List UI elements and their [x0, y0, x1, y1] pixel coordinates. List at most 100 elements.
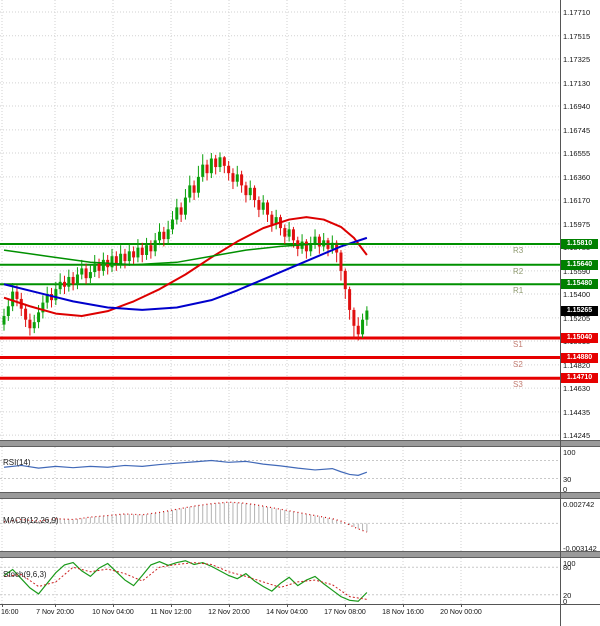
candle-down	[304, 241, 308, 252]
candle-up	[2, 316, 6, 325]
candle-up	[67, 276, 71, 287]
candle-down	[162, 231, 166, 240]
candle-down	[291, 229, 295, 241]
candle-down	[84, 268, 88, 279]
candle-down	[132, 251, 136, 258]
price-tick-label: 1.17515	[563, 31, 591, 41]
candle-up	[110, 256, 114, 268]
macd-histogram-bar	[288, 510, 290, 524]
candle-up	[209, 158, 213, 174]
time-tick	[2, 604, 3, 607]
price-tick-label: 1.16745	[563, 125, 591, 135]
macd-histogram-bar	[167, 510, 169, 524]
candle-down	[352, 309, 356, 326]
candle-up	[248, 187, 252, 196]
candle-up	[166, 229, 170, 240]
candle-down	[71, 276, 75, 285]
macd-histogram-bar	[46, 519, 48, 524]
candle-up	[287, 229, 291, 237]
macd-histogram-bar	[137, 514, 139, 524]
candle-up	[145, 245, 149, 255]
price-level-label: 1.15810	[561, 238, 598, 249]
macd-histogram-bar	[63, 519, 65, 524]
indicator-scale-label: 30	[563, 474, 572, 484]
candle-down	[50, 294, 54, 301]
candle-down	[253, 187, 257, 201]
macd-histogram-bar	[146, 514, 148, 524]
candle-up	[309, 243, 313, 252]
macd-histogram-bar	[81, 518, 83, 524]
candle-up	[361, 319, 365, 335]
macd-histogram-bar	[171, 510, 173, 524]
candle-down	[123, 253, 127, 262]
macd-histogram-bar	[197, 505, 199, 524]
indicator-scale-label: 0	[563, 597, 568, 606]
macd-histogram-bar	[215, 503, 217, 524]
macd-histogram-bar	[357, 523, 359, 529]
macd-histogram-bar	[72, 519, 74, 524]
support-label: S2	[513, 359, 523, 369]
macd-histogram-bar	[98, 516, 100, 524]
price-level-label: 1.14880	[561, 352, 598, 363]
current-price-label: 1.15265	[561, 305, 598, 316]
price-tick-label: 1.15205	[563, 313, 591, 323]
macd-histogram-bar	[241, 502, 243, 524]
time-label: 20 Nov 00:00	[440, 609, 482, 616]
macd-histogram-bar	[154, 512, 156, 524]
macd-histogram-bar	[180, 508, 182, 524]
candle-up	[45, 294, 49, 303]
stoch-main-line	[3, 560, 368, 602]
macd-histogram-bar	[318, 516, 320, 524]
macd-histogram-bar	[349, 523, 351, 525]
macd-histogram-bar	[262, 506, 264, 524]
macd-histogram-bar	[25, 519, 27, 524]
time-tick	[113, 604, 114, 607]
macd-histogram-bar	[68, 519, 70, 524]
macd-title: MACD(12,26,9)	[3, 516, 59, 525]
macd-histogram-bar	[29, 520, 31, 524]
candle-up	[274, 217, 278, 225]
candle-down	[240, 174, 244, 186]
price-tick-label: 1.14820	[563, 360, 591, 370]
macd-histogram-bar	[331, 518, 333, 524]
indicator-scale-label: 20	[563, 590, 572, 600]
macd-histogram-bar	[245, 503, 247, 524]
time-tick	[461, 604, 462, 607]
macd-histogram-bar	[120, 514, 122, 524]
macd-histogram-bar	[279, 509, 281, 524]
rsi-line	[3, 459, 368, 476]
time-tick	[345, 604, 346, 607]
macd-histogram-bar	[219, 502, 221, 524]
macd-histogram-bar	[141, 514, 143, 524]
macd-histogram-bar	[94, 516, 96, 524]
time-tick	[171, 604, 172, 607]
indicator-scale-label: 100	[563, 559, 576, 568]
macd-histogram-bar	[353, 523, 355, 527]
macd-histogram-bar	[223, 502, 225, 524]
macd-histogram-bar	[102, 515, 104, 524]
candle-down	[270, 214, 274, 225]
panel-separator	[0, 492, 600, 499]
resistance-label: R3	[513, 245, 524, 255]
macd-histogram-bar	[236, 502, 238, 524]
candle-down	[24, 308, 28, 320]
price-tick-label: 1.17710	[563, 8, 591, 17]
macd-histogram-bar	[301, 513, 303, 524]
macd-histogram-bar	[33, 520, 35, 524]
candle-up	[158, 231, 162, 241]
price-level-label: 1.15480	[561, 279, 598, 290]
price-tick-label: 1.14435	[563, 407, 591, 417]
ma-line-green	[3, 243, 367, 266]
macd-histogram-bar	[159, 512, 161, 524]
candle-up	[88, 272, 92, 279]
macd-histogram-bar	[275, 508, 277, 524]
macd-histogram-bar	[284, 510, 286, 524]
candle-up	[183, 197, 187, 215]
price-tick-label: 1.15400	[563, 290, 591, 300]
support-label: S3	[513, 380, 523, 390]
candle-up	[261, 202, 265, 210]
candle-down	[179, 207, 183, 215]
macd-histogram-bar	[20, 519, 22, 524]
macd-histogram-bar	[310, 514, 312, 524]
